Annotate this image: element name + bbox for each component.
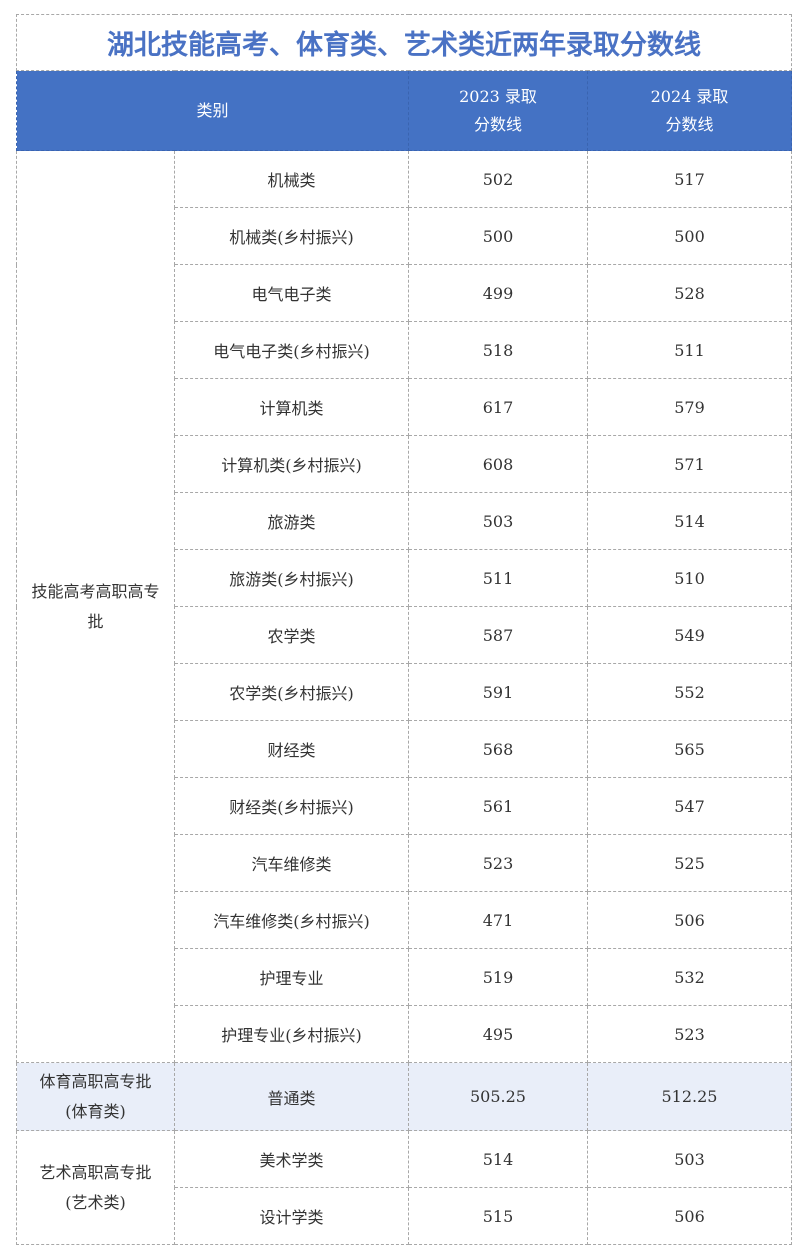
header-2024-line2: 分数线 xyxy=(665,114,714,134)
row-name: 护理专业(乡村振兴) xyxy=(174,1005,409,1063)
row-name: 财经类(乡村振兴) xyxy=(174,777,409,835)
table-row: 技能高考高职高专批 机械类 502 517 xyxy=(16,150,792,1063)
score-2024: 510 xyxy=(587,549,792,607)
score-2023: 523 xyxy=(408,834,588,892)
score-2024: 506 xyxy=(587,891,792,949)
score-2023: 503 xyxy=(408,492,588,550)
header-2023-line1: 2023 录取 xyxy=(459,86,537,106)
table-row: 机械类(乡村振兴) 500 500 xyxy=(17,207,792,265)
table-row: 农学类 587 549 xyxy=(17,606,792,664)
score-2023: 471 xyxy=(408,891,588,949)
score-2024: 506 xyxy=(587,1187,792,1245)
table-row: 电气电子类 499 528 xyxy=(17,264,792,322)
score-2024: 512.25 xyxy=(587,1062,792,1131)
table-row: 旅游类 503 514 xyxy=(17,492,792,550)
table-row: 计算机类(乡村振兴) 608 571 xyxy=(17,435,792,493)
table-row: 护理专业 519 532 xyxy=(17,948,792,1006)
table-row: 艺术高职高专批 (艺术类) 美术学类 514 503 xyxy=(16,1130,792,1245)
row-name: 汽车维修类(乡村振兴) xyxy=(174,891,409,949)
row-name: 设计学类 xyxy=(174,1187,409,1245)
score-2023: 514 xyxy=(408,1130,588,1188)
row-name: 财经类 xyxy=(174,720,409,778)
table-row: 农学类(乡村振兴) 591 552 xyxy=(17,663,792,721)
score-2023: 511 xyxy=(408,549,588,607)
table-row: 计算机类 617 579 xyxy=(17,378,792,436)
group-label-line1: 体育高职高专批 xyxy=(39,1071,152,1091)
score-2023: 617 xyxy=(408,378,588,436)
score-2024: 552 xyxy=(587,663,792,721)
row-name: 农学类(乡村振兴) xyxy=(174,663,409,721)
table-title: 湖北技能高考、体育类、艺术类近两年录取分数线 xyxy=(16,14,792,71)
table-row: 财经类(乡村振兴) 561 547 xyxy=(17,777,792,835)
score-2024: 503 xyxy=(587,1130,792,1188)
row-name: 护理专业 xyxy=(174,948,409,1006)
row-name: 普通类 xyxy=(174,1062,409,1131)
score-2023: 608 xyxy=(408,435,588,493)
row-name: 电气电子类 xyxy=(174,264,409,322)
row-name: 农学类 xyxy=(174,606,409,664)
score-2023: 495 xyxy=(408,1005,588,1063)
row-name: 计算机类(乡村振兴) xyxy=(174,435,409,493)
score-2023: 519 xyxy=(408,948,588,1006)
score-2023: 502 xyxy=(408,150,588,208)
table-row: 旅游类(乡村振兴) 511 510 xyxy=(17,549,792,607)
score-2023: 505.25 xyxy=(408,1062,588,1131)
group-label-art: 艺术高职高专批 (艺术类) xyxy=(16,1130,175,1245)
score-2023: 568 xyxy=(408,720,588,778)
score-2023: 500 xyxy=(408,207,588,265)
score-2023: 561 xyxy=(408,777,588,835)
row-name: 机械类 xyxy=(174,150,409,208)
score-2024: 532 xyxy=(587,948,792,1006)
score-2024: 511 xyxy=(587,321,792,379)
score-2023: 499 xyxy=(408,264,588,322)
row-name: 旅游类(乡村振兴) xyxy=(174,549,409,607)
table-row: 财经类 568 565 xyxy=(17,720,792,778)
row-name: 汽车维修类 xyxy=(174,834,409,892)
row-name: 计算机类 xyxy=(174,378,409,436)
group-label-sports: 体育高职高专批 (体育类) xyxy=(16,1062,175,1131)
group-label-line1: 艺术高职高专批 xyxy=(39,1162,152,1182)
header-category: 类别 xyxy=(16,70,409,151)
header-row: 类别 2023 录取 分数线 2024 录取 分数线 xyxy=(16,70,792,151)
score-2024: 500 xyxy=(587,207,792,265)
table-row: 护理专业(乡村振兴) 495 523 xyxy=(17,1005,792,1063)
score-2024: 517 xyxy=(587,150,792,208)
score-2024: 579 xyxy=(587,378,792,436)
score-2024: 549 xyxy=(587,606,792,664)
table-row: 设计学类 515 506 xyxy=(17,1187,792,1245)
score-2023: 587 xyxy=(408,606,588,664)
score-2023: 515 xyxy=(408,1187,588,1245)
score-2024: 528 xyxy=(587,264,792,322)
table-row: 电气电子类(乡村振兴) 518 511 xyxy=(17,321,792,379)
score-2023: 518 xyxy=(408,321,588,379)
score-2024: 547 xyxy=(587,777,792,835)
score-2024: 514 xyxy=(587,492,792,550)
score-2024: 523 xyxy=(587,1005,792,1063)
score-table: 湖北技能高考、体育类、艺术类近两年录取分数线 类别 2023 录取 分数线 202… xyxy=(16,14,792,1245)
table-row: 体育高职高专批 (体育类) 普通类 505.25 512.25 xyxy=(16,1062,792,1131)
score-2024: 525 xyxy=(587,834,792,892)
group-label-line2: (艺术类) xyxy=(65,1192,126,1212)
row-name: 电气电子类(乡村振兴) xyxy=(174,321,409,379)
score-2024: 565 xyxy=(587,720,792,778)
header-2024-line1: 2024 录取 xyxy=(650,86,729,106)
group-label-line2: (体育类) xyxy=(65,1101,126,1121)
row-name: 机械类(乡村振兴) xyxy=(174,207,409,265)
row-name: 美术学类 xyxy=(174,1130,409,1188)
header-2024: 2024 录取 分数线 xyxy=(587,70,792,151)
header-2023-line2: 分数线 xyxy=(473,114,522,134)
score-2023: 591 xyxy=(408,663,588,721)
group-label-skills: 技能高考高职高专批 xyxy=(16,150,175,1063)
score-2024: 571 xyxy=(587,435,792,493)
row-name: 旅游类 xyxy=(174,492,409,550)
header-2023: 2023 录取 分数线 xyxy=(408,70,588,151)
